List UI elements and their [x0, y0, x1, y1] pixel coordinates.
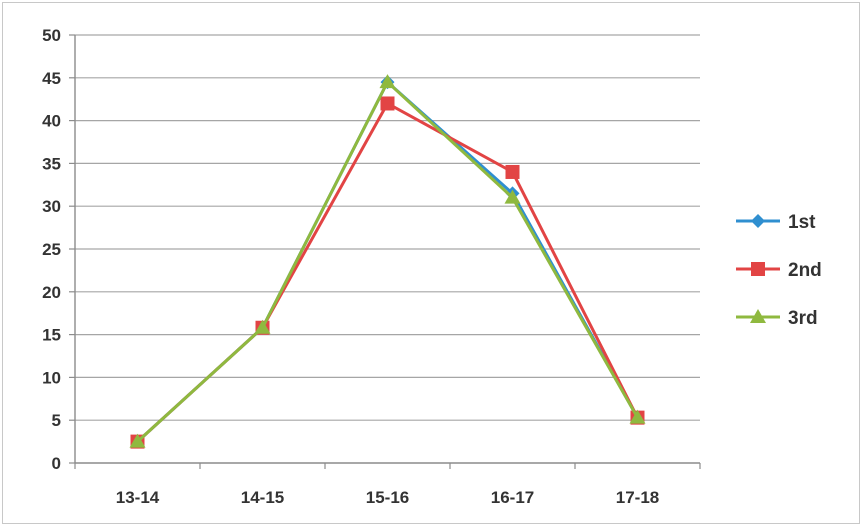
y-axis-tick-labels: 0 5 10 15 20 25 30 35 40 45 50	[42, 26, 61, 473]
x-axis-tick-labels: 13-14 14-15 15-16 16-17 17-18	[116, 488, 659, 507]
data-point	[629, 409, 646, 424]
y-tick-label: 15	[42, 326, 61, 345]
series-2nd	[130, 96, 645, 449]
x-tick-label: 14-15	[241, 488, 284, 507]
y-tick-label: 5	[52, 411, 61, 430]
line-chart: 0 5 10 15 20 25 30 35 40 45 50 13-14 14-15 15-16 16-1…	[42, 26, 822, 507]
y-tick-label: 50	[42, 26, 61, 45]
series-3rd	[129, 74, 646, 448]
series-line	[136, 101, 639, 443]
y-tick-label: 40	[42, 112, 61, 131]
y-tick-label: 20	[42, 283, 61, 302]
y-tick-label: 30	[42, 197, 61, 216]
series-line	[136, 80, 639, 443]
x-tick-label: 15-16	[366, 488, 409, 507]
data-point	[380, 96, 395, 111]
series-lines	[129, 74, 646, 449]
legend-item-2nd: 2nd	[736, 260, 822, 281]
y-tick-label: 45	[42, 69, 61, 88]
legend-marker	[751, 214, 765, 228]
legend-label: 1st	[788, 212, 816, 233]
legend-marker	[750, 309, 766, 323]
data-point	[504, 189, 521, 204]
x-tick-label: 16-17	[491, 488, 534, 507]
legend-label: 2nd	[788, 260, 822, 281]
series-1st	[130, 75, 645, 449]
x-tick-label: 17-18	[616, 488, 659, 507]
x-tick-label: 13-14	[116, 488, 160, 507]
axes	[69, 34, 701, 469]
data-point	[254, 319, 271, 334]
data-point	[379, 74, 396, 89]
data-point	[129, 433, 146, 448]
y-tick-label: 25	[42, 240, 61, 259]
y-tick-label: 10	[42, 368, 61, 387]
series-line	[136, 80, 639, 443]
legend-marker	[751, 262, 765, 276]
y-tick-label: 0	[52, 454, 61, 473]
y-tick-label: 35	[42, 154, 61, 173]
legend: 1st 2nd 3rd	[736, 212, 822, 329]
data-point	[505, 164, 520, 179]
legend-item-1st: 1st	[736, 212, 816, 233]
legend-label: 3rd	[788, 308, 818, 329]
legend-item-3rd: 3rd	[736, 308, 818, 329]
